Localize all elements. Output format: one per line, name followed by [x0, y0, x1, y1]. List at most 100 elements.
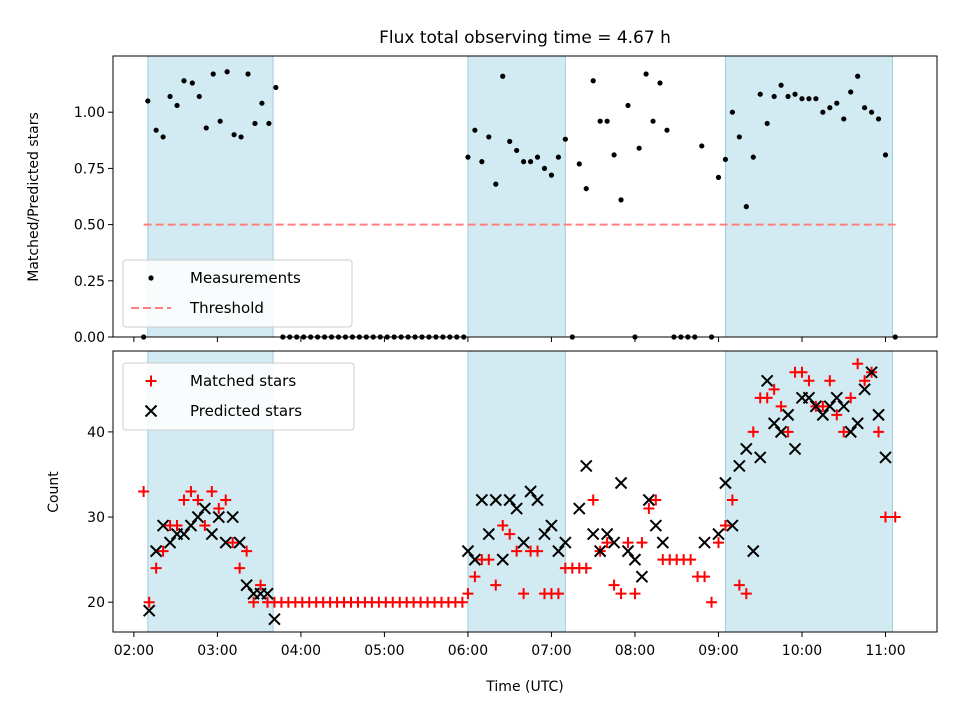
predicted-star-point	[754, 451, 767, 464]
measurement-point	[625, 102, 631, 109]
predicted-star-point	[649, 519, 663, 532]
measurement-point	[145, 98, 151, 104]
measurement-point	[160, 134, 166, 140]
matched-star-point	[733, 579, 745, 591]
predicted-star-point	[496, 553, 509, 566]
x-tick-label: 11:00	[865, 643, 905, 659]
predicted-star-point	[851, 417, 864, 430]
measurement-point	[882, 152, 889, 158]
measurement-point	[217, 118, 223, 124]
matched-star-point	[824, 375, 836, 387]
matched-star-point	[859, 375, 871, 387]
predicted-star-point	[628, 553, 642, 566]
predicted-star-point	[468, 553, 482, 566]
predicted-star-point	[503, 493, 516, 507]
predicted-star-point	[837, 400, 850, 413]
predicted-star-point	[607, 536, 621, 549]
matched-star-point	[511, 545, 523, 557]
y-tick-label: 0.25	[74, 274, 105, 290]
predicted-star-point	[538, 527, 551, 541]
measurement-point	[799, 96, 805, 102]
legend-box	[122, 362, 355, 431]
measurement-point	[699, 143, 705, 149]
legend-label: Measurements	[190, 269, 301, 287]
predicted-star-point	[475, 493, 489, 507]
matched-star-point	[518, 588, 530, 600]
predicted-star-point	[712, 527, 725, 541]
bottom-y-axis-label: Count	[46, 471, 62, 513]
measurement-point	[555, 154, 562, 160]
predicted-star-point	[489, 493, 502, 507]
matched-star-point	[712, 537, 724, 549]
measurement-point	[507, 138, 513, 145]
measurement-point	[181, 78, 187, 84]
matched-star-point	[768, 383, 780, 395]
shaded-interval	[467, 55, 566, 338]
matched-star-point	[504, 528, 516, 540]
bottom-panel: 20 30 40 02:00 03:00 04:00 05:00 06:00 07:00 08:0…	[87, 350, 938, 659]
predicted-star-point	[198, 502, 212, 515]
predicted-star-point	[816, 408, 830, 422]
legend-label: Threshold	[189, 299, 264, 317]
x-tick-label: 10:00	[782, 643, 822, 659]
predicted-star-point	[261, 587, 274, 600]
matched-star-point	[587, 494, 599, 506]
y-tick-label: 0.75	[74, 161, 105, 177]
predicted-star-point	[184, 519, 198, 532]
measurement-point	[743, 204, 749, 210]
matched-star-point	[483, 554, 495, 566]
predicted-star-point	[163, 536, 177, 549]
matched-star-point	[747, 426, 759, 438]
predicted-star-point	[760, 374, 774, 388]
measurement-point	[820, 109, 826, 115]
measurement-point	[729, 109, 735, 115]
legend-label: Predicted stars	[190, 402, 302, 420]
predicted-star-point	[844, 425, 857, 439]
measurement-point	[548, 172, 555, 178]
measurement-point	[514, 147, 520, 154]
measurement-point	[771, 93, 777, 100]
measurement-point	[834, 100, 840, 106]
measurement-point	[259, 100, 265, 106]
legend-marker-matched	[145, 375, 157, 387]
measurement-point	[785, 93, 791, 100]
predicted-star-point	[233, 536, 246, 549]
matched-star-point	[143, 596, 155, 608]
measurement-point	[736, 134, 742, 140]
matched-star-point	[601, 537, 613, 549]
x-tick-label: 06:00	[448, 643, 488, 659]
predicted-star-point	[142, 604, 156, 617]
matched-star-point	[199, 520, 211, 532]
x-tick-label: 04:00	[281, 643, 321, 659]
measurement-point	[868, 109, 875, 115]
matched-star-point	[608, 579, 620, 591]
matched-star-point	[150, 562, 162, 574]
matched-star-point	[775, 400, 787, 412]
matched-star-point	[719, 520, 731, 532]
measurement-point	[266, 120, 272, 127]
predicted-star-point	[747, 544, 760, 558]
predicted-star-point	[733, 459, 746, 473]
x-tick-label: 03:00	[197, 643, 237, 659]
y-tick-label: 40	[87, 425, 105, 441]
predicted-star-point	[226, 510, 239, 524]
predicted-star-point	[212, 510, 225, 524]
matched-star-point	[462, 588, 474, 600]
predicted-star-point	[830, 391, 843, 405]
predicted-star-point	[719, 476, 732, 490]
measurement-point	[636, 145, 642, 151]
measurement-point	[472, 127, 478, 133]
predicted-star-point	[698, 536, 711, 549]
measurement-point	[252, 120, 258, 127]
predicted-star-point	[580, 459, 593, 473]
measurement-point	[664, 127, 670, 133]
predicted-star-point	[517, 536, 530, 549]
matched-star-point	[532, 545, 544, 557]
measurement-point	[827, 105, 833, 111]
predicted-star-point	[642, 493, 656, 507]
measurement-point	[196, 93, 202, 100]
matched-star-point	[643, 503, 655, 515]
measurement-point	[562, 136, 568, 142]
axes-frame	[112, 55, 938, 338]
